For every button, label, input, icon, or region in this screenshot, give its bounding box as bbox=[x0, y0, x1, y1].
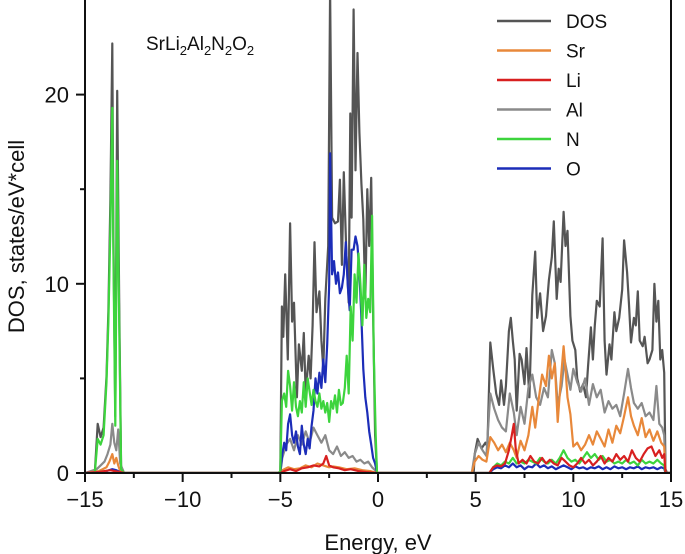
x-tick-label: 5 bbox=[470, 487, 482, 512]
x-tick-label: 15 bbox=[659, 487, 683, 512]
y-tick-label: 10 bbox=[45, 272, 69, 297]
y-tick-label: 20 bbox=[45, 83, 69, 108]
legend-label: Li bbox=[566, 71, 581, 92]
series-line-n bbox=[85, 106, 671, 473]
legend-item-dos: DOS bbox=[497, 12, 607, 33]
legend-item-o: O bbox=[497, 160, 581, 181]
legend-item-li: Li bbox=[497, 71, 581, 92]
y-axis-title: DOS, states/eV*cell bbox=[4, 140, 29, 333]
y-axis-ticks: 0 10 20 bbox=[45, 83, 85, 486]
compound-formula-label: SrLi2Al2N2O2 bbox=[146, 34, 254, 58]
x-axis-title: Energy, eV bbox=[324, 530, 432, 554]
x-axis-ticks: −15 −10 −5 0 5 10 15 bbox=[66, 473, 683, 512]
legend-item-n: N bbox=[497, 130, 580, 151]
x-tick-label: 0 bbox=[372, 487, 384, 512]
series-line-al bbox=[85, 348, 671, 473]
series-layer bbox=[85, 0, 671, 473]
plot-frame bbox=[84, 0, 672, 474]
series-line-li bbox=[85, 422, 671, 473]
legend-label: N bbox=[566, 130, 580, 151]
legend-item-sr: Sr bbox=[497, 42, 586, 63]
legend-item-al: Al bbox=[497, 101, 583, 122]
legend-label: Sr bbox=[566, 42, 586, 63]
legend-label: Al bbox=[566, 101, 583, 122]
legend-label: DOS bbox=[566, 12, 607, 33]
series-line-sr bbox=[85, 345, 671, 473]
series-line-o bbox=[85, 152, 671, 473]
x-tick-label: 10 bbox=[561, 487, 585, 512]
y-tick-label: 0 bbox=[57, 461, 69, 486]
legend: DOS Sr Li Al NO bbox=[497, 12, 607, 181]
x-tick-label: −5 bbox=[268, 487, 293, 512]
legend-label: O bbox=[566, 160, 581, 181]
x-tick-label: −10 bbox=[164, 487, 201, 512]
x-tick-label: −15 bbox=[66, 487, 103, 512]
series-line-dos bbox=[85, 0, 671, 473]
